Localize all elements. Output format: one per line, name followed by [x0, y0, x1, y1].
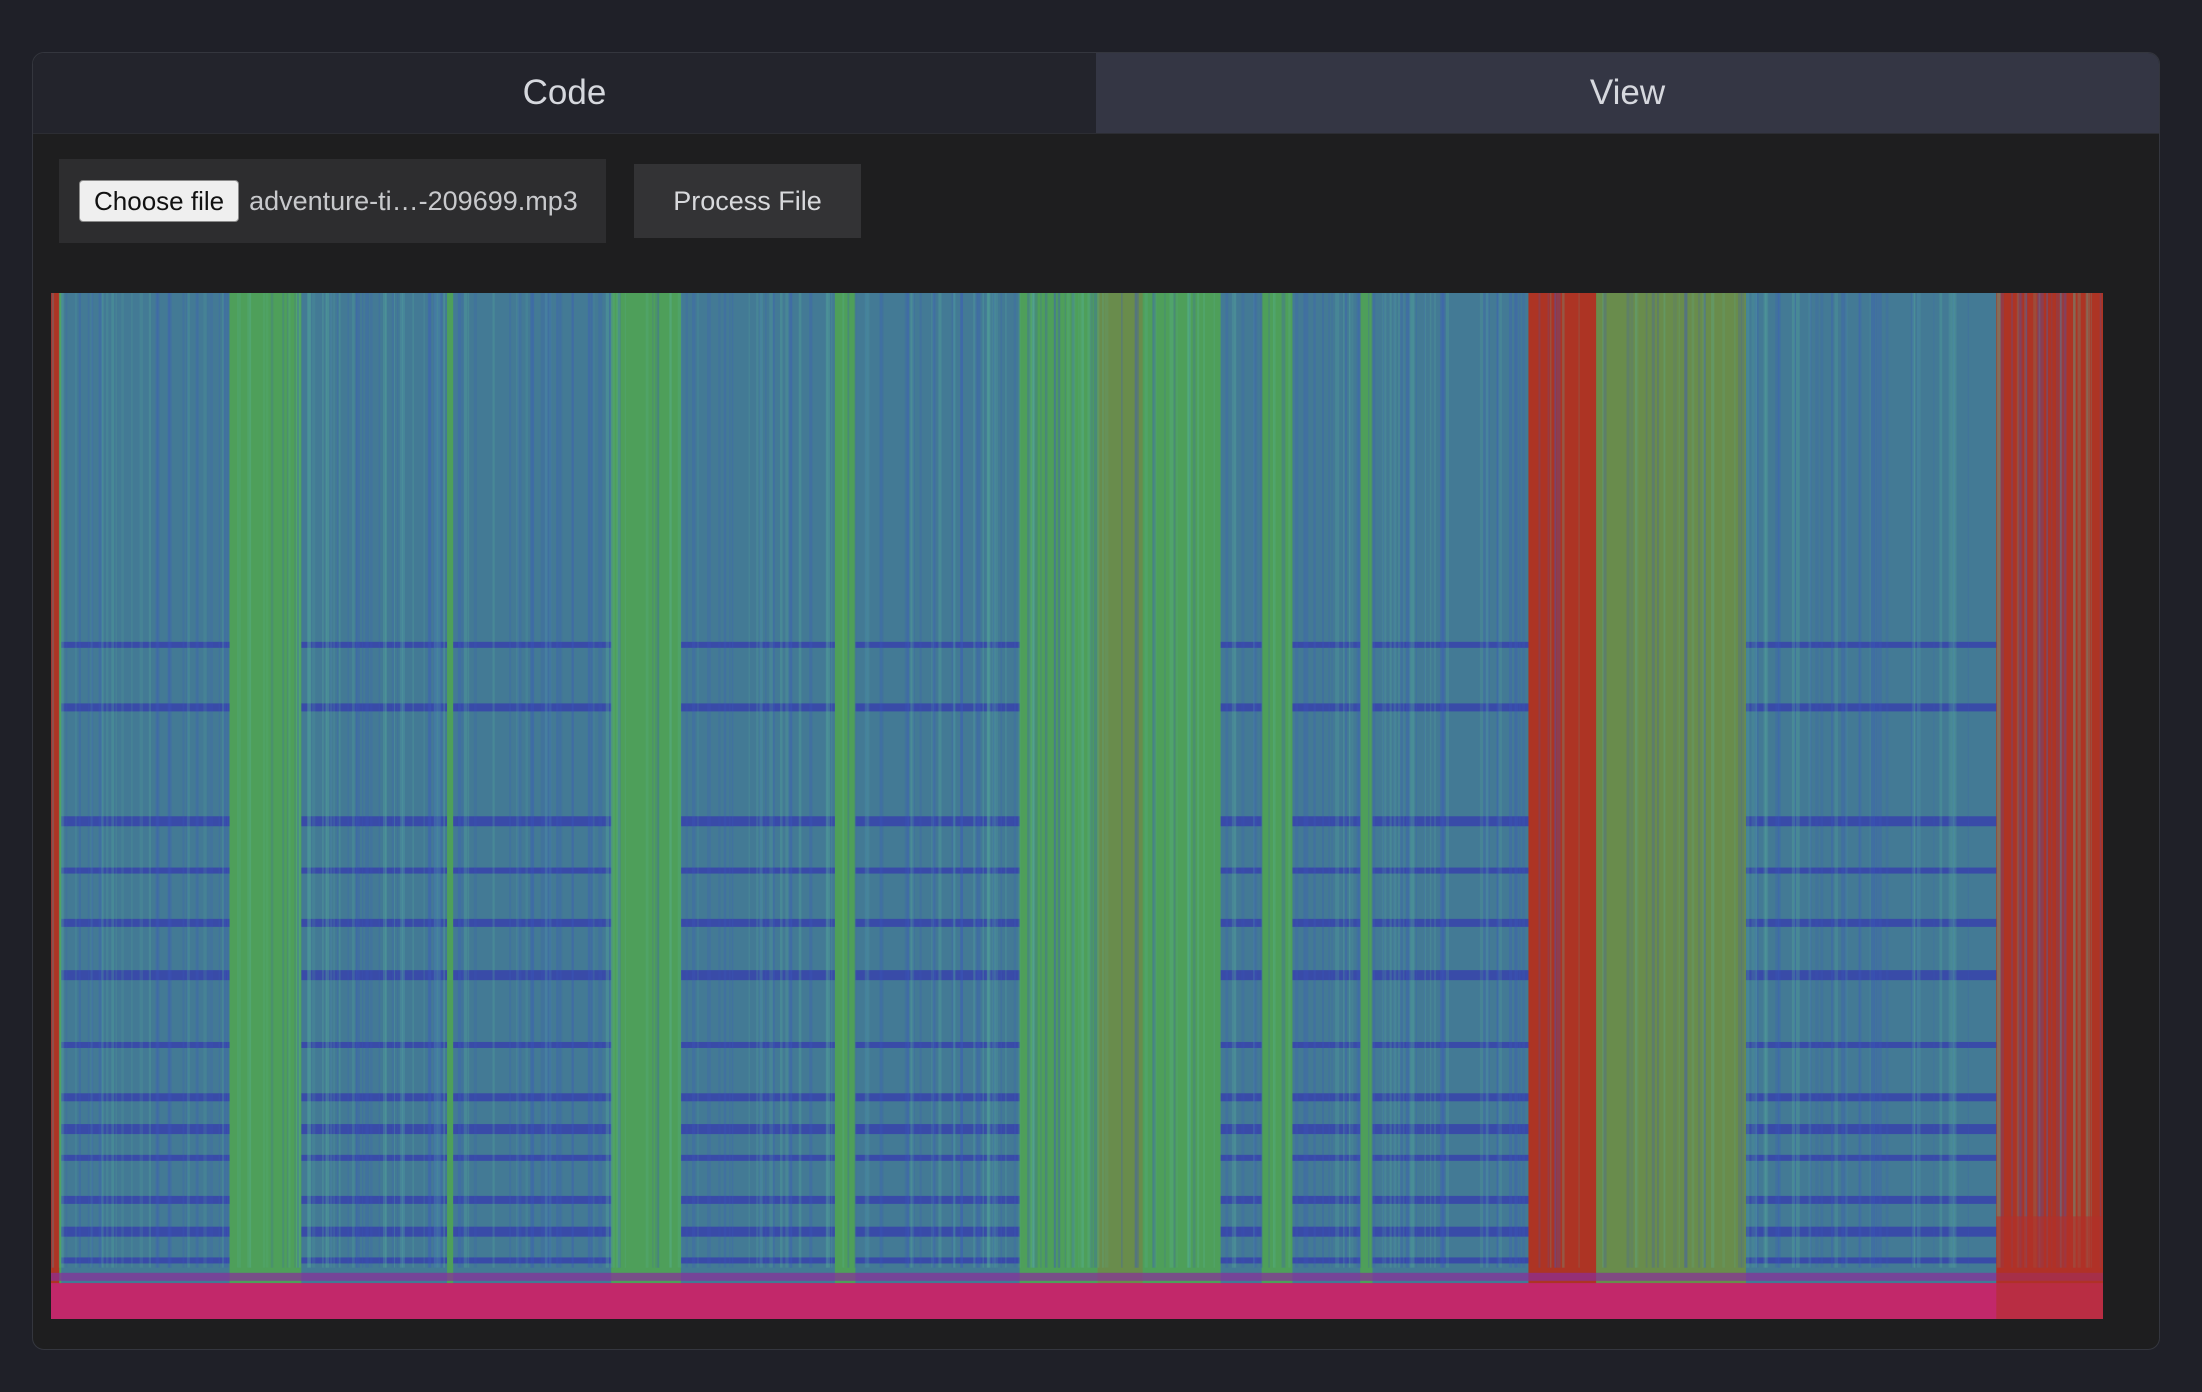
- file-controls: Choose file adventure-ti…-209699.mp3 Pro…: [59, 159, 861, 243]
- tab-code[interactable]: Code: [33, 53, 1096, 133]
- spectrogram-view: [51, 293, 2103, 1319]
- file-input[interactable]: Choose file adventure-ti…-209699.mp3: [59, 159, 606, 243]
- tab-view[interactable]: View: [1096, 53, 2159, 133]
- spectrogram-image: [51, 293, 2103, 1319]
- process-file-button[interactable]: Process File: [634, 164, 861, 238]
- choose-file-button[interactable]: Choose file: [79, 180, 240, 222]
- selected-file-name: adventure-ti…-209699.mp3: [249, 185, 578, 216]
- tab-bar: Code View: [33, 53, 2159, 134]
- app-panel: Code View Choose file adventure-ti…-2096…: [32, 52, 2160, 1350]
